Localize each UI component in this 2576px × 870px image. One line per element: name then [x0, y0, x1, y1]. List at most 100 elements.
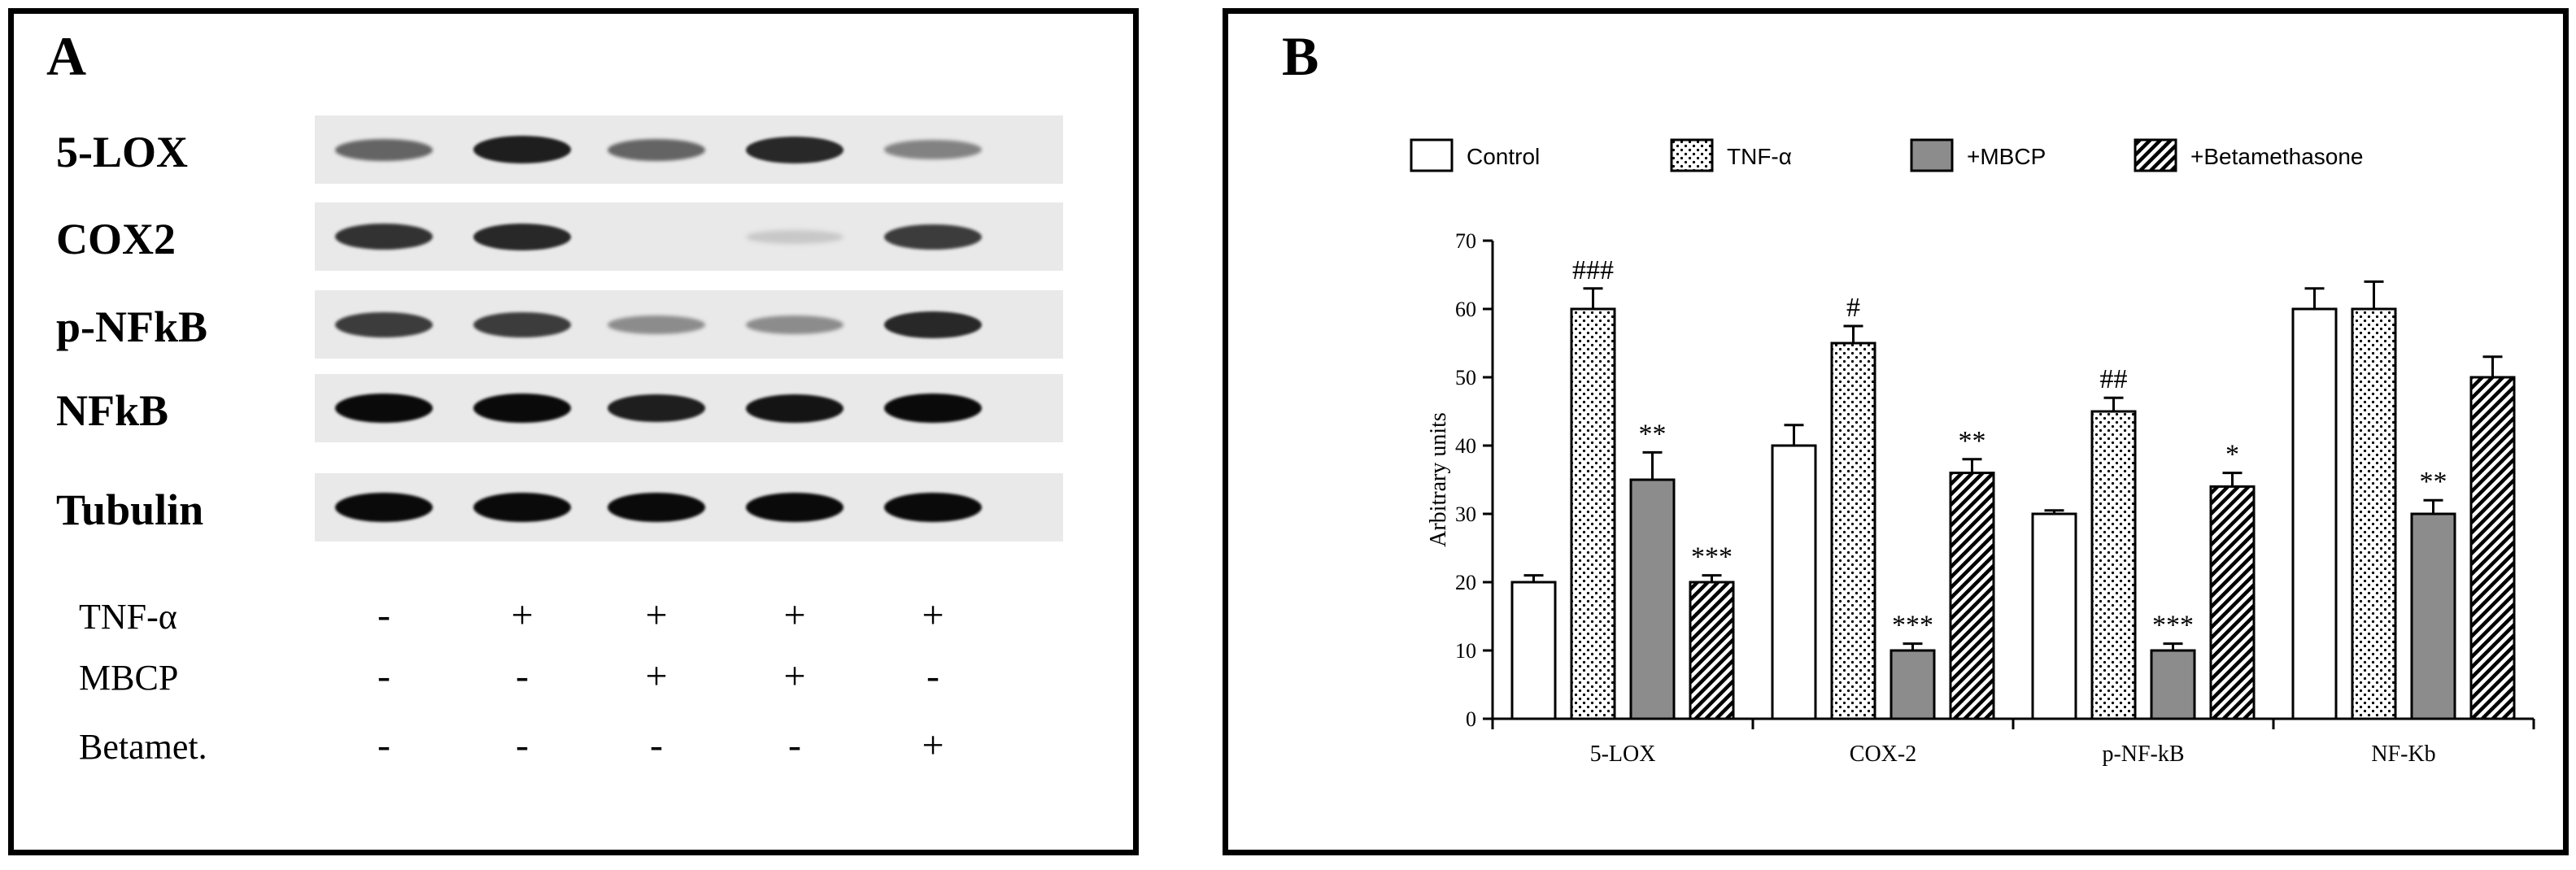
legend-swatch: [2134, 138, 2177, 172]
significance-marker: ###: [1572, 255, 1614, 285]
legend-label: TNF-α: [1727, 144, 1792, 169]
bar: [1830, 341, 1876, 720]
condition-sign: -: [650, 724, 663, 767]
legend-label: Control: [1467, 144, 1540, 169]
blot-label-5-lox: 5-LOX: [56, 128, 188, 176]
blot-band: [746, 394, 843, 423]
blot-band: [335, 493, 433, 522]
condition-label-tnf: TNF-α: [79, 597, 177, 637]
condition-sign: +: [645, 594, 668, 637]
condition-sign: -: [516, 655, 529, 698]
significance-marker: **: [2420, 467, 2447, 497]
blot-band: [473, 493, 571, 522]
blot-label-tubulin: Tubulin: [56, 485, 204, 534]
panel-a-label: A: [46, 25, 87, 87]
blot-band: [608, 315, 705, 334]
blot-strip-p-nfkb: [315, 290, 1063, 359]
bar: [2209, 485, 2256, 720]
condition-sign: +: [783, 594, 806, 637]
y-tick-label: 60: [1455, 298, 1476, 321]
y-tick-label: 30: [1455, 502, 1476, 526]
bar: [1949, 472, 1995, 720]
condition-label-mbcp: MBCP: [79, 658, 179, 698]
blot-band: [746, 315, 843, 334]
blot-strip-cox2: [315, 202, 1063, 271]
condition-label-betamet: Betamet.: [79, 727, 207, 767]
x-tick-label: 5-LOX: [1590, 742, 1656, 767]
significance-marker: **: [1639, 419, 1667, 449]
condition-sign: -: [377, 655, 390, 698]
bar: [2090, 410, 2137, 720]
bar: [2351, 307, 2397, 720]
y-tick-label: 10: [1455, 639, 1476, 663]
legend-swatch: [1410, 138, 1454, 172]
bar: [2469, 376, 2516, 720]
blot-band: [335, 138, 433, 161]
bar: [1890, 649, 1936, 720]
blot-band: [746, 136, 843, 163]
blot-band: [473, 311, 571, 337]
y-tick-label: 20: [1455, 571, 1476, 594]
y-axis-title: Arbitrary units: [1426, 412, 1451, 547]
y-tick-label: 70: [1455, 229, 1476, 253]
blot-label-cox2: COX2: [56, 215, 176, 263]
condition-sign: -: [377, 594, 390, 637]
condition-sign: -: [926, 655, 939, 698]
y-tick-label: 50: [1455, 366, 1476, 389]
blot-band: [746, 229, 843, 244]
blot-band: [608, 493, 705, 522]
condition-sign: +: [511, 594, 534, 637]
x-tick-label: COX-2: [1850, 742, 1916, 767]
bar: [1570, 307, 1616, 720]
blot-band: [884, 140, 982, 159]
blot-band: [608, 138, 705, 161]
legend-label: +MBCP: [1967, 144, 2046, 169]
legend-swatch: [1910, 138, 1954, 172]
blot-label-nfkb: NFkB: [56, 386, 169, 435]
x-tick-label: NF-Kb: [2371, 742, 2435, 767]
significance-marker: ##: [2100, 364, 2128, 394]
significance-marker: ***: [1691, 542, 1733, 572]
condition-sign: +: [922, 724, 944, 767]
condition-sign: -: [788, 724, 801, 767]
condition-sign: +: [645, 655, 668, 698]
bar: [1771, 444, 1817, 720]
blot-band: [335, 311, 433, 337]
legend-swatch: [1670, 138, 1714, 172]
significance-marker: *: [2225, 440, 2239, 470]
blot-band: [335, 394, 433, 423]
bar: [2031, 512, 2077, 720]
condition-sign: +: [783, 655, 806, 698]
condition-sign: +: [922, 594, 944, 637]
blot-band: [335, 224, 433, 250]
bar: [1510, 581, 1557, 720]
blot-strip-5-lox: [315, 115, 1063, 184]
blot-strip-nfkb: [315, 374, 1063, 442]
blot-band: [473, 394, 571, 423]
condition-sign: -: [377, 724, 390, 767]
panel-b-bar-chart: B 0 10 20 30 40 50 60 70 Arbitrary units 5-LOX ###…: [1223, 8, 2569, 855]
blot-band: [608, 394, 705, 422]
significance-marker: ***: [1892, 611, 1933, 641]
bar: [1629, 478, 1676, 720]
bar: [2410, 512, 2456, 720]
bar: [2150, 649, 2196, 720]
blot-band: [884, 224, 982, 250]
condition-sign: -: [516, 724, 529, 767]
y-tick-label: 40: [1455, 434, 1476, 458]
bar: [2291, 307, 2338, 720]
blot-band: [746, 493, 843, 522]
bar: [1689, 581, 1735, 720]
significance-marker: ***: [2152, 611, 2194, 641]
blot-band: [884, 493, 982, 522]
blot-band: [473, 223, 571, 250]
panel-b-label: B: [1282, 25, 1319, 87]
significance-marker: #: [1846, 293, 1860, 323]
blot-label-p-nfkb: p-NFkB: [56, 302, 208, 351]
blot-band: [884, 311, 982, 338]
panel-a-western-blot: A 5-LOX COX2 p-NFkB NFkB Tubulin TNF-α - + + + + M…: [8, 8, 1139, 855]
blot-band: [473, 136, 571, 163]
legend-label: +Betamethasone: [2190, 144, 2364, 169]
blot-strip-tubulin: [315, 473, 1063, 542]
